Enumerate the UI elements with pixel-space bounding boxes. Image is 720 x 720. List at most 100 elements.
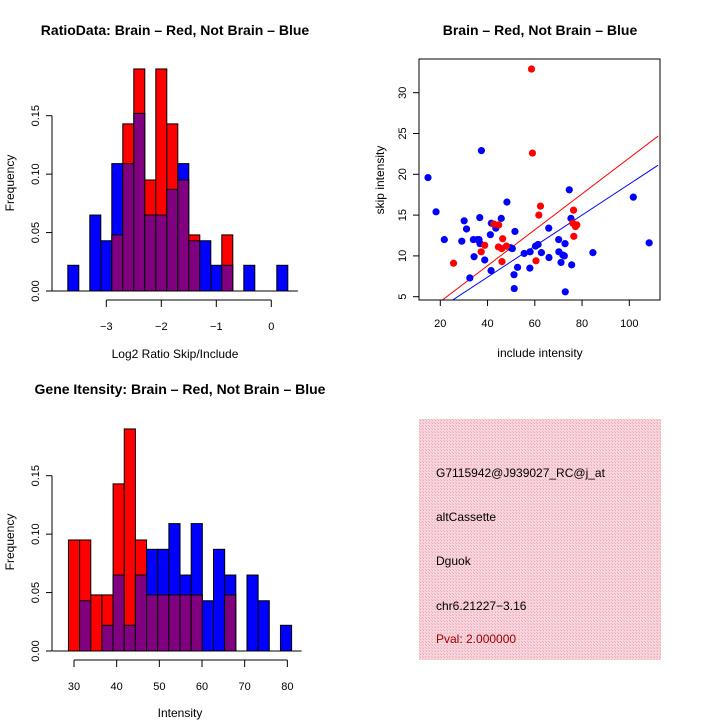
blue-data-point [561,240,569,248]
y-tick-label: 25 [397,127,409,139]
red-data-point [495,221,503,229]
y-tick-label: 0.10 [30,523,42,544]
blue-data-point [432,208,440,216]
blue-data-point [534,240,542,249]
red-data-point [477,248,485,256]
gene-name-text: Dguok [436,554,472,568]
y-tick-label: 20 [397,168,409,180]
blue-data-point [560,252,568,260]
blue-data-point [510,284,518,293]
blue-data-point [526,264,534,272]
histogram-bar [243,264,256,292]
x-tick-label: 70 [239,681,251,693]
gene-intensity-histogram: 0.00 0.05 0.10 0.15 30 40 50 60 70 80 Gene Itensit… [3,381,326,720]
histogram-overlap-bar [111,234,124,292]
x-axis-label: include intensity [497,346,582,360]
red-data-point [499,235,507,243]
histogram-overlap-bar [134,574,148,652]
x-tick-label: 40 [481,318,493,330]
red-data-point [536,202,545,210]
red-data-point [535,211,543,219]
histogram-bar [89,214,102,292]
x-axis-label: Intensity [158,706,203,720]
histogram-bar [100,240,113,292]
red-data-point [481,241,489,249]
y-tick-label: 0.05 [30,582,42,603]
blue-data-point [481,256,489,264]
histogram-overlap-bar [179,594,192,652]
histogram-overlap-bar [155,214,168,292]
red-data-point [449,259,458,267]
histogram-overlap-bar [188,240,201,292]
x-tick-label: 50 [153,681,165,693]
histogram-bar [213,548,226,652]
plot-frame [418,58,661,301]
histogram-overlap-bar [144,214,157,292]
info-panel-background [419,419,661,660]
blue-data-point [510,271,518,279]
blue-data-point [440,235,448,244]
histogram-bar [276,264,289,292]
y-axis-label: skip intensity [373,146,387,215]
blue-data-point [520,249,528,258]
blue-data-point [511,227,519,236]
histogram-bar [210,264,223,292]
red-data-point [498,258,506,266]
y-tick-label: 30 [397,87,409,99]
red-data-point [569,206,578,214]
y-tick-label: 5 [397,294,409,300]
ratio-histogram: 0.00 0.05 0.10 0.15 −3 −2 −1 0 RatioData: Brain … [3,22,309,361]
blue-data-point [476,213,484,222]
pval-text: Pval: 2.000000 [436,632,516,646]
red-data-point [502,242,511,250]
blue-data-point [545,253,553,262]
intensity-scatter-plot: 20 40 60 80 100 5 10 15 20 25 30 Brain – Red, Not B… [373,22,661,360]
histogram-overlap-bar [133,112,146,292]
red-regression-line [441,135,659,300]
blue-data-point [629,193,637,201]
blue-data-point [645,239,653,247]
location-text: chr6.21227−3.16 [436,599,527,613]
blue-data-point [565,186,573,194]
histogram-overlap-bar [123,624,136,652]
red-data-point [527,65,536,73]
blue-data-point [497,214,505,222]
histogram-overlap-bar [224,594,237,652]
histogram-overlap-bar [221,264,234,292]
blue-data-point [462,225,471,233]
blue-data-point [486,231,494,239]
x-tick-label: 60 [196,681,208,693]
histogram-overlap-bar [177,179,190,292]
y-tick-label: 0.05 [30,222,42,243]
blue-data-point [503,198,511,206]
blue-data-point [537,249,546,257]
blue-data-point [557,258,565,267]
histogram-bar [257,600,270,652]
x-tick-label: 20 [434,318,446,330]
blue-data-point [589,249,597,257]
x-tick-label: 60 [529,318,541,330]
x-axis-label: Log2 Ratio Skip/Include [112,347,239,361]
x-tick-label: −2 [155,321,168,333]
event-type-text: altCassette [436,510,496,524]
histogram-bar [67,539,81,652]
blue-data-point [470,253,478,261]
histogram-overlap-bar [101,624,114,652]
blue-data-point [513,263,522,271]
red-data-point [570,232,578,240]
x-tick-label: 0 [268,321,274,333]
histogram-bar [279,624,293,652]
histogram-overlap-bar [79,600,92,652]
y-axis-label: Frequency [3,514,17,571]
blue-data-point [487,266,495,275]
info-panel: G7115942@J939027_RC@j_at altCassette Dgu… [419,419,661,660]
y-tick-label: 0.00 [30,280,42,301]
histogram-bar [199,240,212,292]
y-tick-label: 0.00 [30,640,42,661]
y-axis-label: Frequency [3,155,17,212]
red-data-point [571,222,580,231]
red-data-point [528,149,537,157]
y-tick-label: 15 [397,209,409,221]
blue-data-point [424,173,432,182]
